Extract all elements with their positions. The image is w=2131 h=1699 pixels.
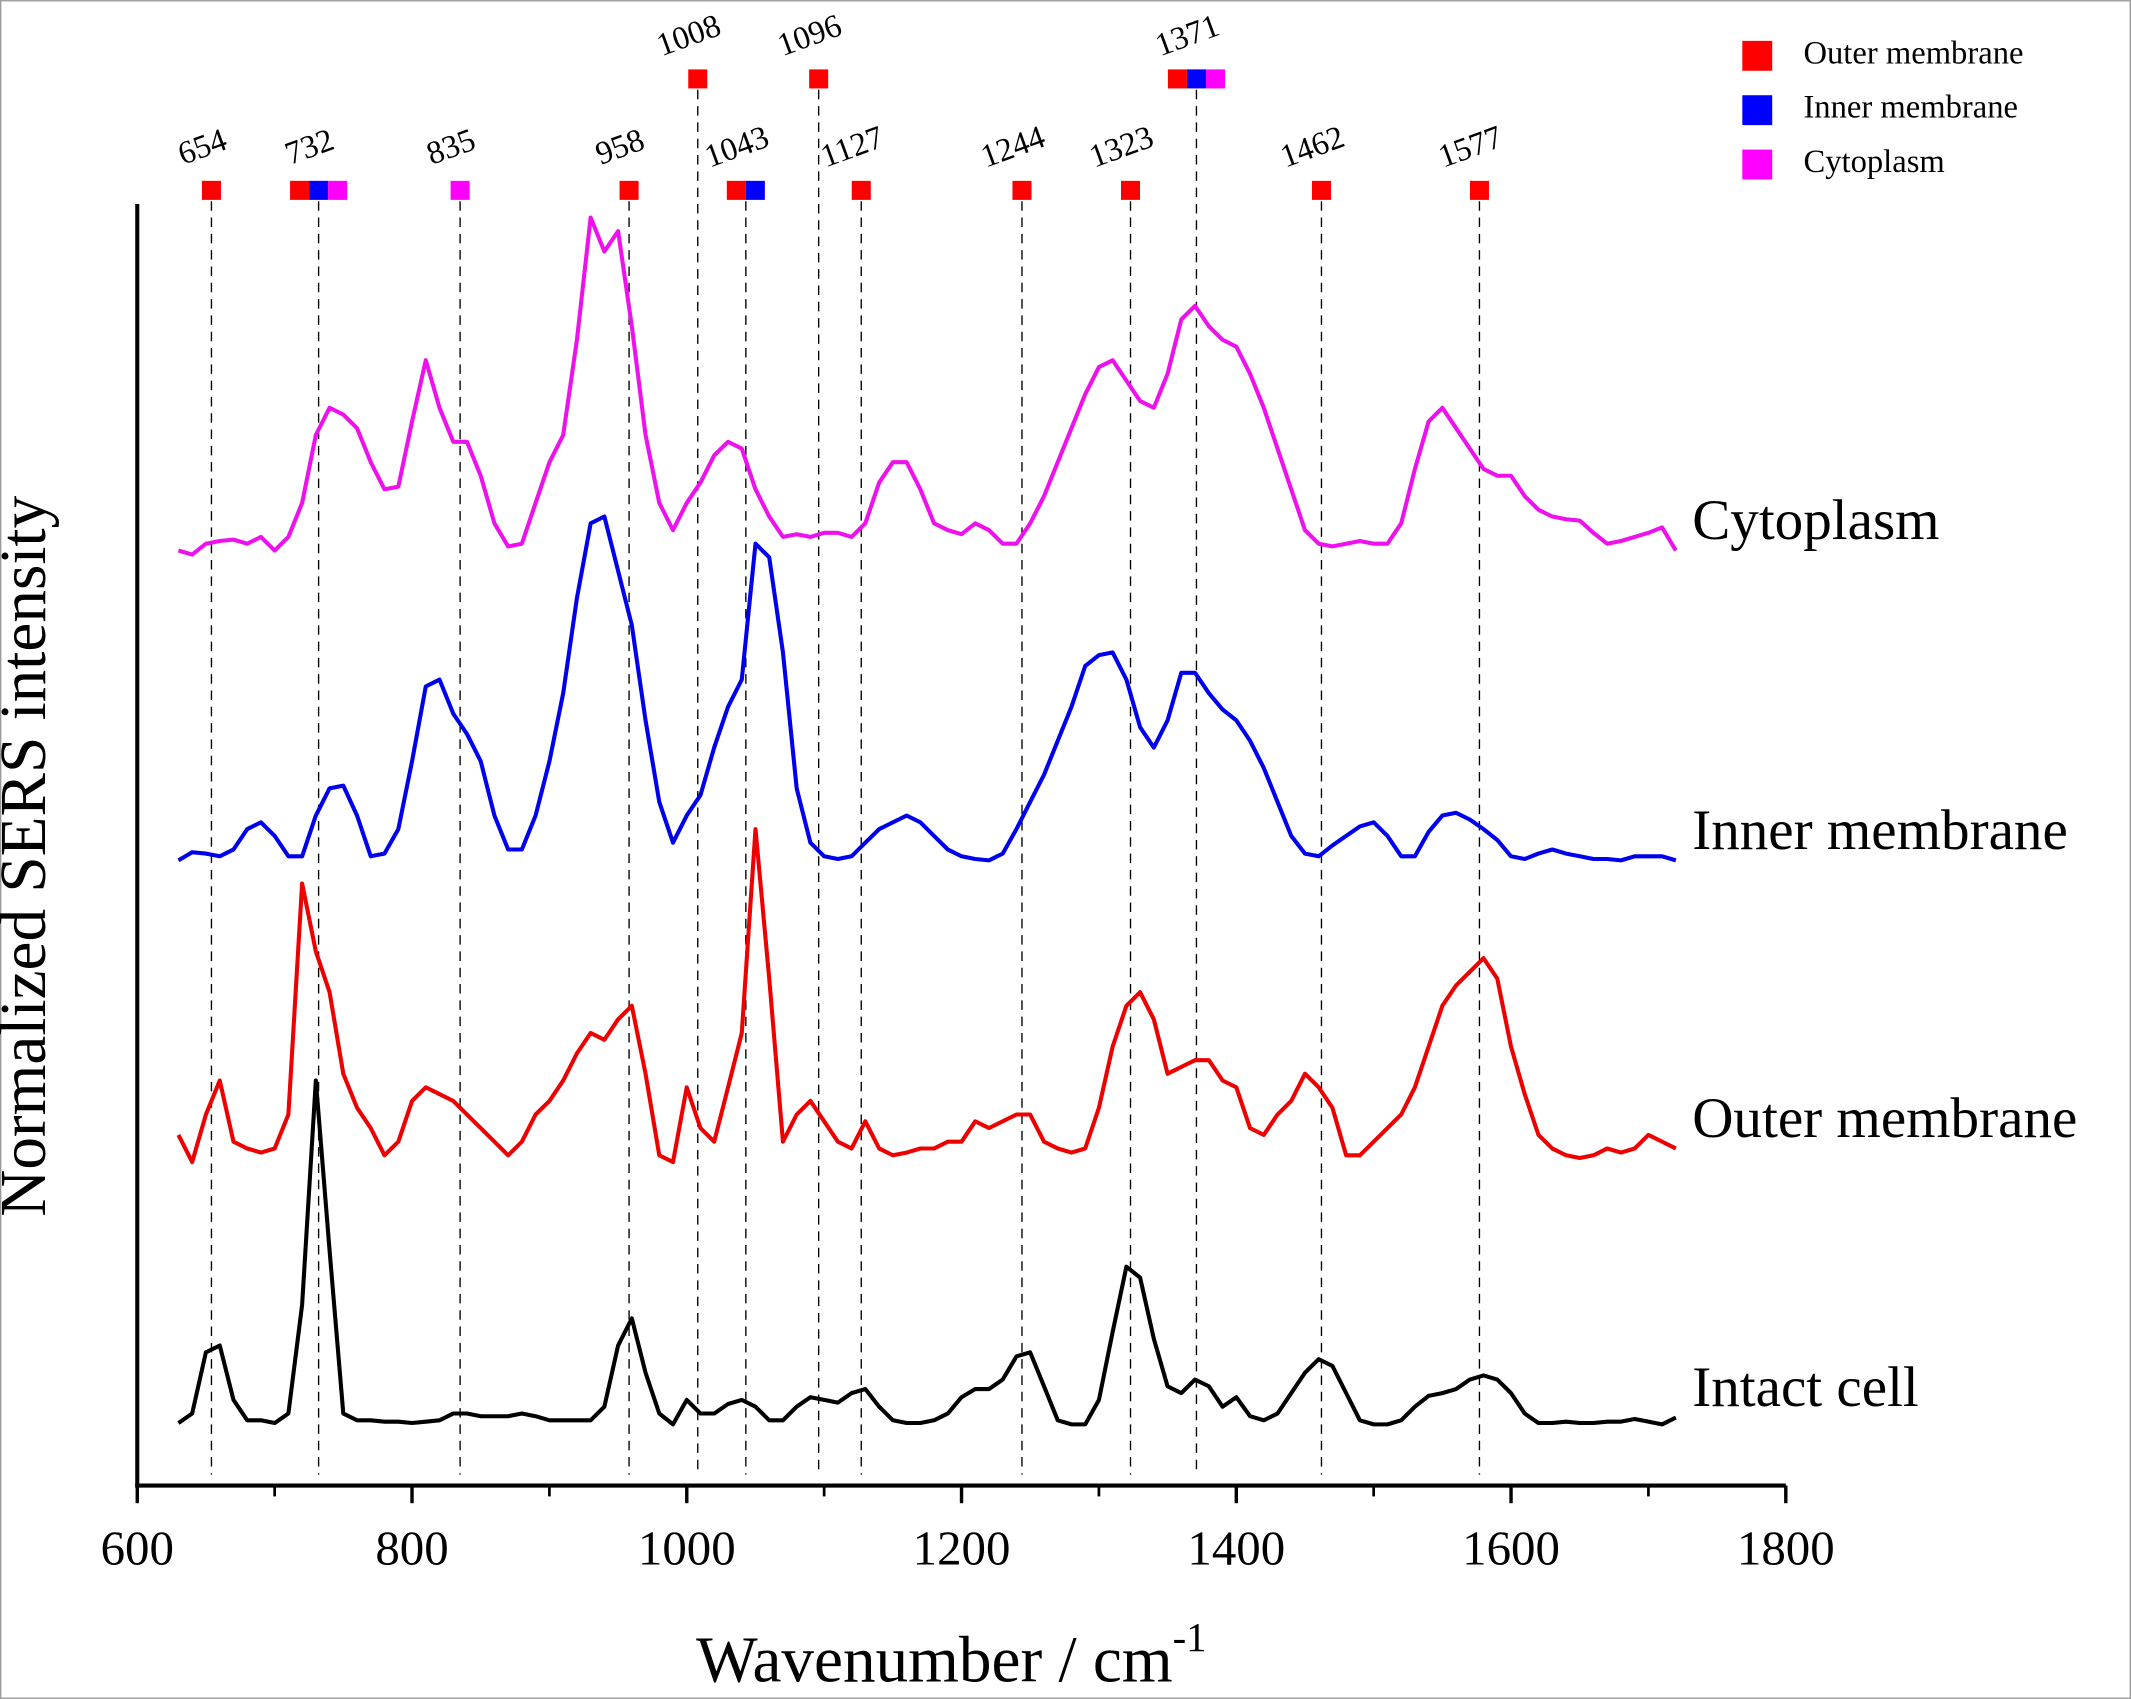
peak-marker <box>619 180 639 200</box>
peak-marker <box>1167 69 1187 89</box>
legend-swatch <box>1742 95 1773 126</box>
spectrum-line <box>177 215 1678 557</box>
series-label: Cytoplasm <box>1692 489 1939 552</box>
peak-marker <box>688 69 708 89</box>
x-axis-label-text: Wavenumber / cm <box>696 1624 1172 1696</box>
legend-swatch <box>1742 40 1773 71</box>
peak-marker <box>1120 180 1141 200</box>
peak-marker <box>1186 69 1206 89</box>
peak-marker <box>309 180 329 200</box>
legend-label: Outer membrane <box>1803 35 2023 71</box>
series-label: Inner membrane <box>1692 799 2068 862</box>
peak-marker <box>1311 180 1331 200</box>
series-label: Intact cell <box>1692 1356 1919 1419</box>
y-axis-label: Normalized SERS intensity <box>0 495 60 1216</box>
x-tick-label: 1400 <box>1187 1521 1285 1576</box>
peak-marker <box>328 180 348 200</box>
legend-label: Cytoplasm <box>1803 144 1944 180</box>
peak-marker <box>1469 180 1489 200</box>
peak-marker <box>745 180 765 200</box>
peak-marker <box>201 180 221 200</box>
spectrum-line <box>176 827 1677 1165</box>
peak-marker <box>1205 69 1225 89</box>
peak-marker <box>809 69 829 89</box>
peak-marker <box>450 180 470 200</box>
legend-label: Inner membrane <box>1803 90 2018 126</box>
x-axis-label-superscript: -1 <box>1173 1615 1207 1660</box>
spectrum-line <box>177 1078 1677 1427</box>
spectrum-line <box>177 514 1677 863</box>
x-tick-label: 1600 <box>1462 1521 1560 1576</box>
peak-marker <box>851 180 871 200</box>
x-tick-label: 1000 <box>638 1521 736 1576</box>
legend-swatch <box>1742 149 1773 180</box>
x-tick-label: 1200 <box>913 1521 1011 1576</box>
x-axis-label: Wavenumber / cm-1 <box>696 1615 1206 1696</box>
x-tick-label: 600 <box>101 1521 174 1576</box>
peak-marker <box>290 180 310 200</box>
peak-marker <box>726 180 746 200</box>
x-tick-label: 1800 <box>1737 1521 1835 1576</box>
x-tick-label: 800 <box>375 1521 448 1576</box>
peak-marker <box>1012 180 1032 200</box>
series-label: Outer membrane <box>1692 1087 2077 1150</box>
